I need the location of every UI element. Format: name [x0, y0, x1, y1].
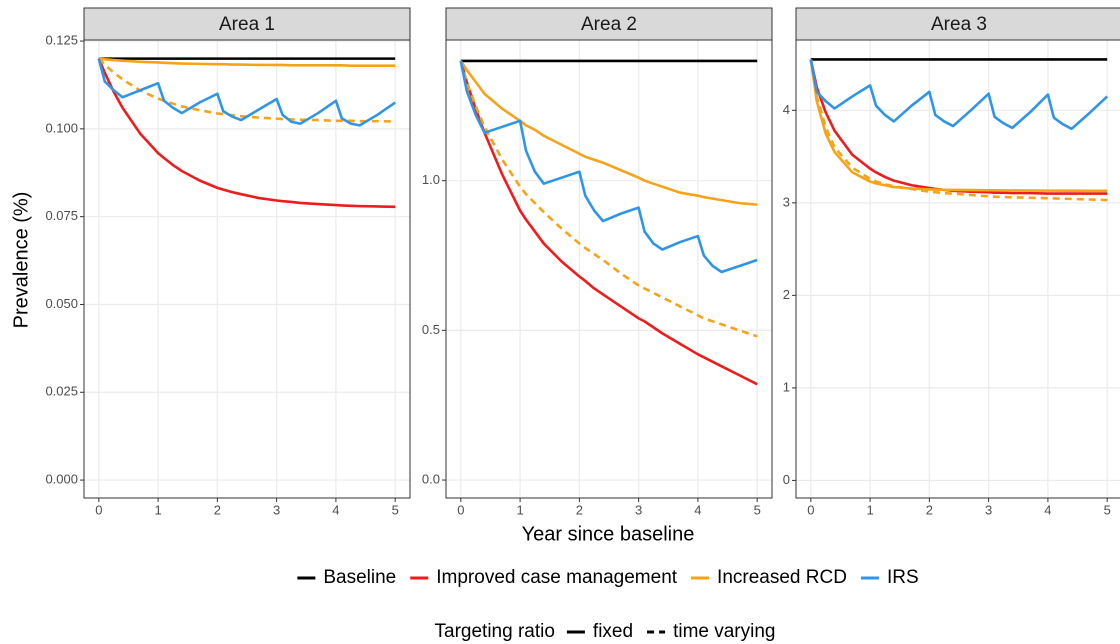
panel: Area 3 0 1 2 3 4 0 1 2 3 4 5 [783, 7, 1120, 517]
series-line [459, 60, 758, 274]
legend-label: Improved case management [436, 567, 678, 588]
y-tick-label: 0.075 [45, 208, 78, 223]
y-tick-label: 2 [783, 287, 790, 302]
strip [445, 7, 773, 41]
series-line [459, 60, 758, 386]
legend: Baseline Improved case management Increase… [297, 567, 919, 588]
legend-label: Increased RCD [717, 567, 847, 588]
panel-border [795, 39, 1120, 499]
y-tick-label: 1 [783, 379, 790, 394]
x-tick-label: 5 [754, 502, 761, 517]
y-tick-label: 0.0 [422, 471, 440, 486]
x-tick-label: 2 [214, 502, 221, 517]
series-line [97, 58, 396, 209]
y-tick-label: 4 [783, 102, 790, 117]
panel-border [83, 39, 411, 499]
plot-background [796, 40, 1120, 498]
x-tick-label: 4 [694, 502, 701, 517]
panel: Area 2 0.0 0.5 1.0 0 1 2 3 4 5 [422, 7, 773, 517]
legend: Targeting ratio fixed time varying [435, 621, 776, 642]
y-tick-label: 0.125 [45, 32, 78, 47]
x-tick-label: 1 [866, 502, 873, 517]
x-axis-label: Year since baseline [522, 523, 695, 545]
series-line [97, 58, 396, 127]
series-line [809, 59, 1108, 202]
y-tick-label: 0.000 [45, 472, 78, 487]
panel-title: Area 3 [931, 14, 987, 35]
panel-title: Area 2 [581, 14, 637, 35]
x-tick-label: 3 [635, 502, 642, 517]
series-line [809, 59, 1109, 131]
x-tick-label: 3 [273, 502, 280, 517]
legend-title: Targeting ratio [435, 621, 555, 642]
y-tick-label: 0.050 [45, 296, 78, 311]
x-tick-label: 0 [95, 502, 102, 517]
panel-title: Area 1 [219, 14, 275, 35]
strip [795, 7, 1120, 41]
legend-label: IRS [887, 567, 919, 588]
legend-label: fixed [593, 621, 633, 642]
y-tick-label: 0.5 [422, 322, 440, 337]
x-tick-label: 1 [154, 502, 161, 517]
x-tick-label: 3 [985, 502, 992, 517]
x-tick-label: 4 [1044, 502, 1051, 517]
x-tick-label: 2 [576, 502, 583, 517]
legend-label: time varying [673, 621, 775, 642]
y-tick-label: 0 [783, 472, 790, 487]
series-line [459, 60, 758, 338]
y-tick-label: 0.100 [45, 120, 78, 135]
plot-background [446, 40, 772, 498]
y-axis-label: Prevalence (%) [10, 192, 32, 329]
x-tick-label: 2 [926, 502, 933, 517]
x-tick-label: 1 [516, 502, 523, 517]
legend-label: Baseline [323, 567, 396, 588]
panel-border [445, 39, 773, 499]
y-tick-label: 0.025 [45, 384, 78, 399]
plot-background [84, 40, 410, 498]
series-line [98, 57, 396, 67]
x-tick-label: 5 [1104, 502, 1111, 517]
y-tick-label: 1.0 [422, 172, 440, 187]
series-line [809, 59, 1108, 193]
y-tick-label: 3 [783, 194, 790, 209]
x-tick-label: 5 [392, 502, 399, 517]
series-line [459, 60, 758, 206]
strip [83, 7, 411, 41]
series-line [97, 57, 396, 123]
x-tick-label: 4 [332, 502, 339, 517]
x-tick-label: 0 [457, 502, 464, 517]
x-tick-label: 0 [807, 502, 814, 517]
panel: Area 1 0.000 0.025 0.050 0.075 0.100 0.125 0 1 2 3… [45, 7, 411, 517]
